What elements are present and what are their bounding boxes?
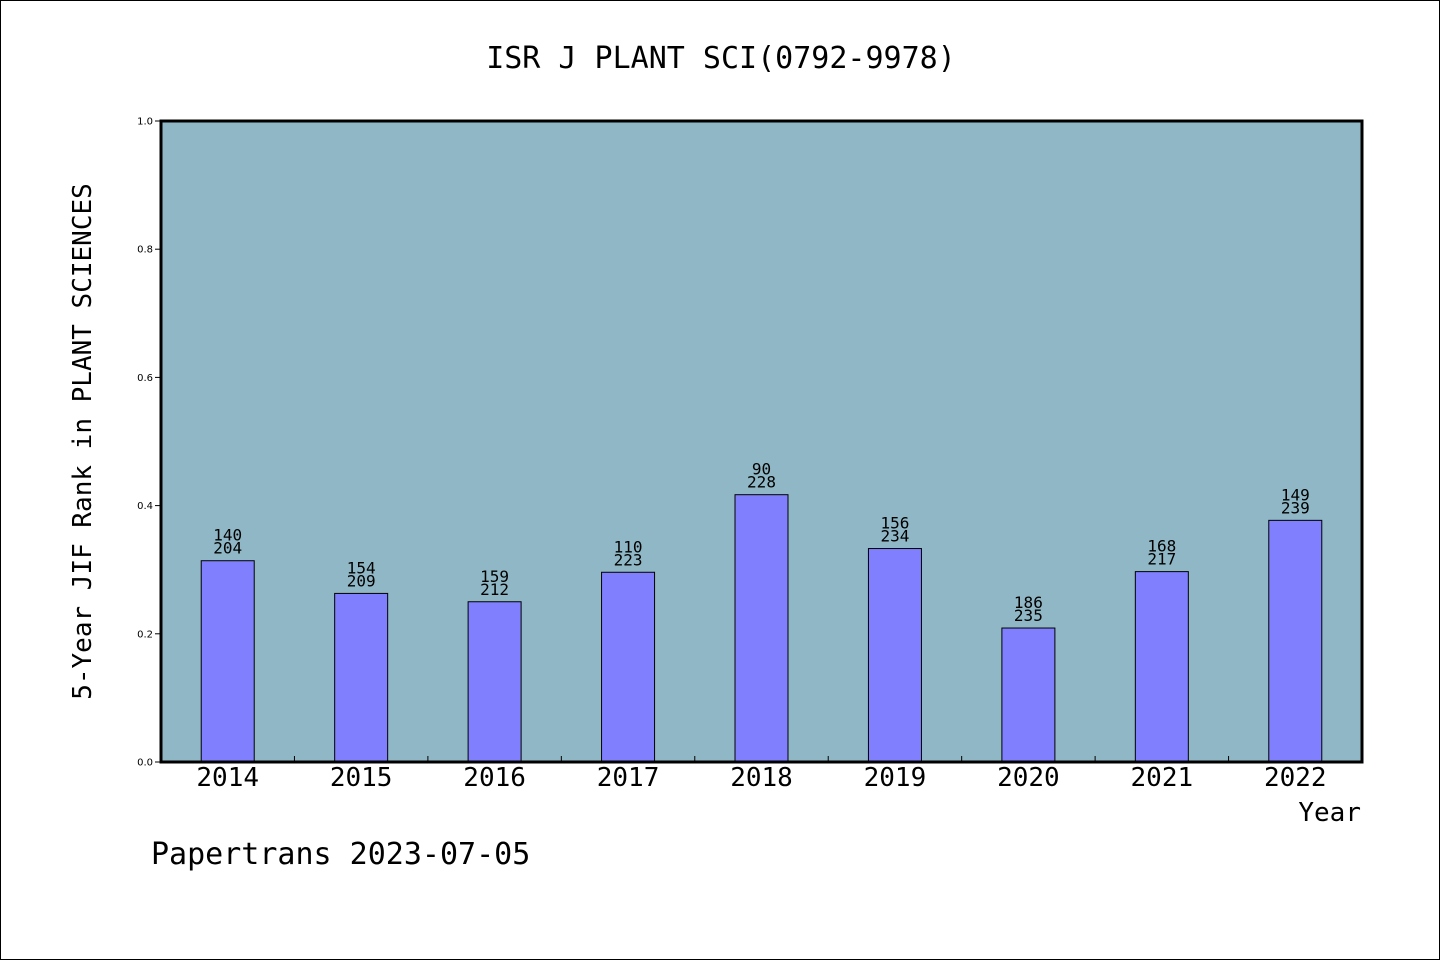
data-label-rank: 156 <box>880 514 909 533</box>
data-label-total: 228 <box>747 473 776 492</box>
y-tick-label: 0.2 <box>137 629 153 640</box>
plot-border <box>159 119 1364 764</box>
x-tick-label: 2015 <box>330 763 393 793</box>
x-tick-label: 2014 <box>196 763 259 793</box>
bar-2016 <box>467 601 522 763</box>
data-label-total: 204 <box>213 539 242 558</box>
x-tick-label: 2022 <box>1264 763 1327 793</box>
y-tick-label: 0.8 <box>137 245 153 256</box>
y-tick-label: 0.0 <box>137 758 153 769</box>
data-label-rank: 90 <box>752 460 771 479</box>
data-label-rank: 149 <box>1281 485 1310 504</box>
y-tick-label: 0.4 <box>137 501 153 512</box>
data-label-total: 235 <box>1014 606 1043 625</box>
y-axis-label: 5-Year JIF Rank in PLANT SCIENCES <box>68 183 98 700</box>
x-tick-label: 2017 <box>597 763 660 793</box>
x-tick-label: 2020 <box>997 763 1060 793</box>
data-label-rank: 140 <box>213 526 242 545</box>
bar-2015 <box>334 592 389 763</box>
data-label-total: 234 <box>880 527 909 546</box>
y-tick-label: 1.0 <box>137 117 153 128</box>
bar-2019 <box>867 548 922 763</box>
data-label-total: 209 <box>347 571 376 590</box>
x-axis-label: Year <box>1298 798 1361 828</box>
data-label-rank: 110 <box>614 537 643 556</box>
data-label-total: 217 <box>1147 550 1176 569</box>
data-label-rank: 168 <box>1147 537 1176 556</box>
data-label-total: 223 <box>614 550 643 569</box>
bar-2022 <box>1268 519 1323 763</box>
bar-2020 <box>1001 627 1056 763</box>
x-tick-label: 2016 <box>463 763 526 793</box>
bar-2021 <box>1134 571 1189 763</box>
data-label-rank: 186 <box>1014 593 1043 612</box>
x-tick-label: 2018 <box>730 763 793 793</box>
bar-2017 <box>601 571 656 763</box>
x-tick-label: 2019 <box>864 763 927 793</box>
data-label-total: 239 <box>1281 498 1310 517</box>
ticks-layer: 0.0 0.2 0.4 0.6 0.8 1.0 2014 2015 2016 2017 2018 20… <box>137 117 1326 794</box>
data-label-rank: 159 <box>480 567 509 586</box>
footer-credit: Papertrans 2023-07-05 <box>151 837 530 872</box>
data-label-total: 212 <box>480 580 509 599</box>
bar-2018 <box>734 494 789 763</box>
bar-2014 <box>200 560 255 763</box>
data-label-rank: 154 <box>347 558 376 577</box>
x-tick-label: 2021 <box>1131 763 1194 793</box>
chart-title: ISR J PLANT SCI(0792-9978) <box>486 41 956 76</box>
y-tick-label: 0.6 <box>137 373 153 384</box>
